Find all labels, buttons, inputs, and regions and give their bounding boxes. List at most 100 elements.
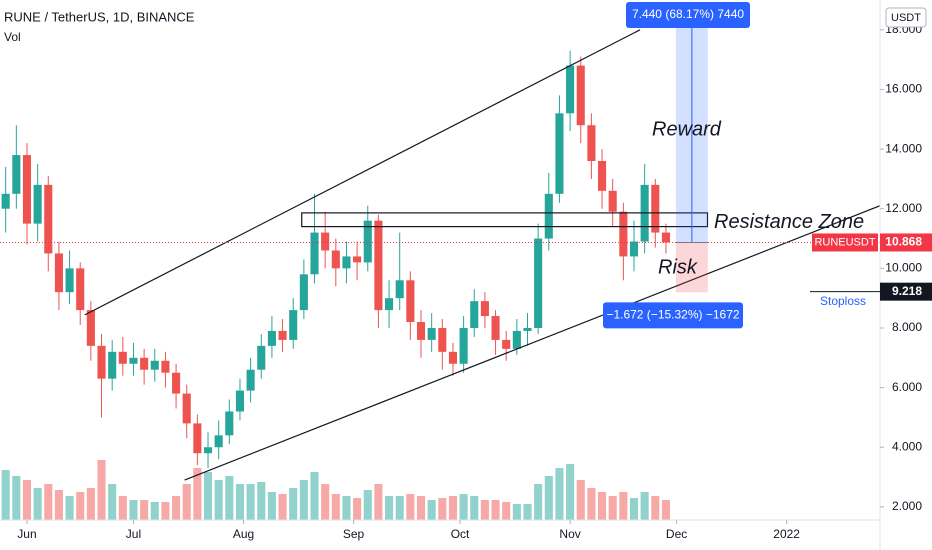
candle-body (54, 253, 63, 293)
candle-body (203, 447, 213, 454)
candle-body (544, 193, 553, 239)
volume-bar (470, 496, 479, 520)
y-tick-label: 4.000 (892, 439, 922, 453)
x-tick-label: Jun (17, 527, 36, 541)
volume-bar (22, 480, 32, 520)
volume-bar (193, 468, 202, 520)
candle-body (1, 193, 10, 209)
candle-body (416, 322, 426, 340)
candle-body (150, 360, 159, 370)
stop-label-box (603, 302, 743, 329)
candle-body (140, 357, 149, 370)
candle-body (534, 238, 543, 328)
candle-body (459, 327, 468, 364)
volume-bar (289, 488, 298, 520)
resistance-label: Resistance Zone (714, 211, 864, 233)
candle-body (523, 327, 532, 331)
last-price-label: 10.868 (885, 235, 922, 249)
volume-label: Vol (4, 30, 21, 44)
symbol-label: RUNEUSDT (814, 236, 875, 248)
candle-body (321, 232, 330, 251)
volume-bar (363, 490, 372, 520)
volume-bar (523, 504, 532, 520)
candle-body (576, 65, 585, 126)
volume-bar (512, 504, 521, 520)
stop-label: −1.672 (−15.32%) −1672 (606, 307, 739, 321)
volume-bar (65, 496, 74, 520)
volume-bar (661, 500, 670, 520)
volume-bar (608, 496, 617, 520)
y-tick-label: 12.000 (885, 201, 922, 215)
volume-bar (140, 500, 149, 520)
candle-body (629, 241, 639, 257)
trendline (84, 29, 641, 316)
y-tick-label: 6.000 (892, 380, 922, 394)
volume-bar (225, 476, 234, 520)
volume-bar (235, 484, 245, 520)
candle-body (246, 369, 255, 391)
volume-bar (406, 494, 415, 520)
candle-body (512, 330, 521, 349)
x-tick-label: Nov (559, 527, 580, 541)
volume-bar (257, 482, 266, 520)
target-label-box (626, 2, 750, 28)
candle-body (289, 310, 298, 340)
candle-body (480, 301, 489, 317)
volume-bar (629, 498, 639, 520)
candle-body (566, 65, 575, 114)
target-label: 7.440 (68.17%) 7440 (632, 7, 744, 21)
volume-bar (640, 492, 649, 520)
candle-body (161, 360, 170, 373)
candle-body (97, 345, 106, 379)
volume-bar (161, 502, 170, 520)
volume-bar (321, 484, 330, 520)
volume-bar (459, 494, 468, 520)
candle-body (76, 268, 85, 311)
candle-body (22, 155, 32, 224)
volume-bar (416, 496, 426, 520)
candle-body (555, 113, 564, 194)
candle-body (502, 339, 511, 349)
candle-body (427, 327, 436, 340)
volume-bar (182, 484, 191, 520)
volume-bar (278, 494, 287, 520)
candle-body (65, 268, 74, 293)
volume-bar (54, 490, 63, 520)
risk-label: Risk (658, 256, 698, 278)
reward-label: Reward (652, 118, 722, 140)
volume-bar (502, 502, 511, 520)
candle-body (33, 184, 42, 224)
candle-body (44, 184, 53, 254)
volume-bar (203, 472, 213, 520)
annotations: Resistance Zone 7.440 (68.17%) 7440 −1.672… (603, 2, 932, 329)
candle-body (491, 316, 500, 340)
volume-bar (619, 492, 628, 520)
stoploss-label: Stoploss (820, 294, 866, 308)
axes: 2.000 4.000 6.000 8.000 10.000 12.000 14.000 16… (17, 22, 922, 541)
candle-body (310, 232, 319, 275)
trendline (184, 205, 880, 481)
candle-body (438, 327, 447, 352)
candle-body (587, 125, 596, 162)
candle-body (661, 232, 670, 243)
volume-bar (587, 488, 596, 520)
y-tick-label: 2.000 (892, 499, 922, 513)
volume-bar (555, 468, 564, 520)
resistance-zone (301, 212, 709, 228)
volume-bar (576, 480, 585, 520)
volume-bar (544, 476, 553, 520)
candle-body (108, 351, 117, 379)
candle-body (385, 298, 394, 311)
x-tick-label: Dec (666, 527, 687, 541)
candle-body (257, 345, 266, 370)
volume-bar (118, 496, 127, 520)
candle-body (129, 357, 138, 364)
stoploss-price: 9.218 (892, 284, 922, 298)
candle-body (395, 280, 404, 299)
volume-bar (44, 484, 53, 520)
risk-area (675, 242, 708, 293)
candle-body (353, 256, 362, 263)
price-pane (0, 29, 880, 481)
